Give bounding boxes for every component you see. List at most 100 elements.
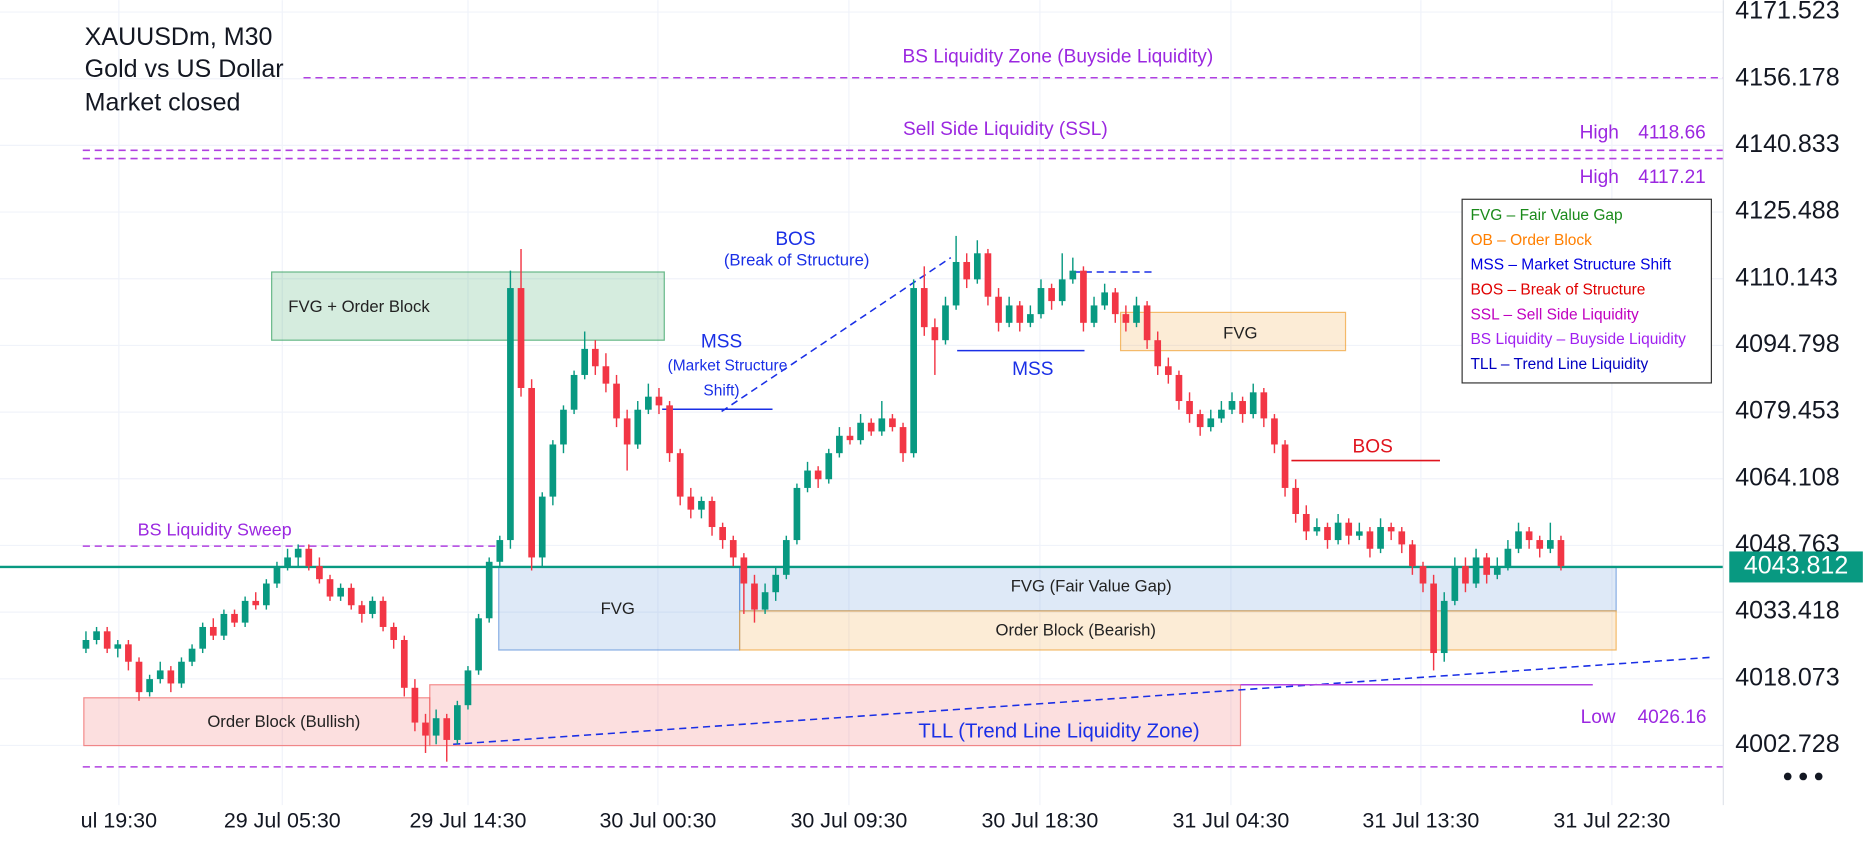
candle-body — [1048, 288, 1055, 302]
candle-body — [178, 661, 185, 684]
candle-body — [475, 618, 482, 671]
x-tick-label: 31 Jul 22:30 — [1553, 808, 1670, 832]
candle-body — [634, 409, 642, 445]
candle-body — [241, 600, 249, 623]
candle-body — [1218, 409, 1225, 419]
candle-body — [1377, 527, 1384, 549]
candle-body — [1196, 414, 1204, 428]
candle-body — [1515, 531, 1522, 549]
candle-body — [1281, 444, 1289, 488]
x-tick-label: 31 Jul 13:30 — [1362, 808, 1479, 832]
candle-body — [751, 583, 758, 610]
candle-body — [1398, 531, 1406, 545]
candle-body — [1122, 314, 1130, 323]
candle-body — [825, 453, 833, 480]
candle-body — [1451, 566, 1459, 601]
candle-body — [93, 631, 100, 641]
candle-body — [1143, 305, 1151, 341]
legend-box — [1461, 198, 1712, 384]
candle-body — [1440, 600, 1448, 654]
candle-body — [698, 500, 705, 510]
candle-body — [973, 253, 981, 280]
annotation: (Market Structure — [668, 357, 788, 374]
zone — [271, 271, 665, 341]
x-tick-label: 30 Jul 00:30 — [599, 808, 716, 832]
x-tick-label: 29 Jul 14:30 — [410, 808, 527, 832]
more-menu[interactable] — [1783, 772, 1823, 781]
zone — [498, 565, 741, 651]
candle-body — [464, 670, 472, 706]
plot-layer — [0, 0, 1724, 806]
legend-entry: TLL – Trend Line Liquidity — [1470, 356, 1648, 373]
candle-body — [889, 418, 896, 428]
candle-body — [1207, 418, 1215, 428]
candle-body — [899, 427, 907, 454]
candle-body — [284, 557, 291, 567]
candle-body — [1366, 531, 1374, 549]
candle-body — [1409, 544, 1416, 567]
zone-label: TLL (Trend Line Liquidity Zone) — [918, 721, 1199, 743]
candle-body — [655, 396, 663, 406]
y-tick-label: 4018.073 — [1735, 663, 1839, 691]
candle-body — [1313, 527, 1321, 532]
zone-label: FVG (Fair Value Gap) — [1011, 576, 1172, 595]
y-tick-label: 4002.728 — [1735, 730, 1839, 758]
legend-entry: OB – Order Block — [1470, 232, 1592, 249]
candle-body — [103, 631, 111, 649]
y-tick-label: 4110.143 — [1735, 263, 1838, 291]
candle-body — [708, 500, 716, 528]
candle-body — [146, 679, 153, 693]
candle-body — [326, 579, 334, 597]
price-label: Low — [1581, 707, 1616, 728]
candle-body — [507, 288, 514, 541]
candle-body — [1324, 527, 1331, 541]
candle-body — [782, 540, 790, 575]
price-value: 4117.21 — [1638, 167, 1706, 188]
candle-body — [432, 718, 440, 736]
candle-body — [740, 557, 748, 584]
annotation: MSS — [701, 331, 742, 352]
legend: FVG – Fair Value Gap OB – Order Block MSS … — [1470, 207, 1686, 373]
candle-body — [867, 422, 875, 432]
candle-body — [167, 670, 175, 684]
candle-body — [82, 640, 90, 649]
annotation: Shift) — [703, 382, 739, 399]
x-tick-label: 29 Jul 05:30 — [224, 808, 341, 832]
candle-body — [135, 661, 143, 693]
annotation: BOS — [1353, 436, 1393, 457]
candle-body — [1345, 522, 1353, 536]
candle-body — [1419, 566, 1427, 584]
legend-entry: FVG – Fair Value Gap — [1470, 207, 1622, 224]
candle-body — [1133, 305, 1140, 323]
candle-body — [188, 648, 196, 662]
candle-body — [1080, 270, 1087, 323]
candle-body — [920, 288, 928, 328]
last-price-label: 4043.812 — [1744, 552, 1848, 580]
candle-body — [369, 600, 376, 614]
candle-body — [156, 670, 164, 680]
price-label: High — [1580, 123, 1619, 144]
last-price-tag — [1729, 551, 1863, 583]
candle-body — [220, 613, 228, 636]
candle-body — [560, 409, 567, 445]
symbol-name: Gold vs US Dollar — [85, 55, 284, 83]
candle-body — [379, 600, 387, 627]
x-tick-label: 30 Jul 18:30 — [981, 808, 1098, 832]
candle-body — [613, 383, 620, 419]
zone-label: FVG + Order Block — [288, 297, 430, 316]
zone — [739, 610, 1617, 651]
candle-body — [358, 605, 366, 614]
candle-body — [984, 253, 992, 297]
candle-body — [581, 348, 589, 375]
candle-body — [485, 561, 493, 619]
candle-body — [1249, 392, 1257, 415]
candle-body — [623, 418, 631, 445]
candle-body — [294, 548, 302, 558]
candle-body — [804, 470, 811, 488]
candle-body — [1027, 314, 1034, 323]
candle-body — [1462, 566, 1469, 584]
annotation-line — [721, 256, 952, 413]
annotation: (Break of Structure) — [724, 251, 870, 270]
candle-body — [1547, 540, 1554, 549]
